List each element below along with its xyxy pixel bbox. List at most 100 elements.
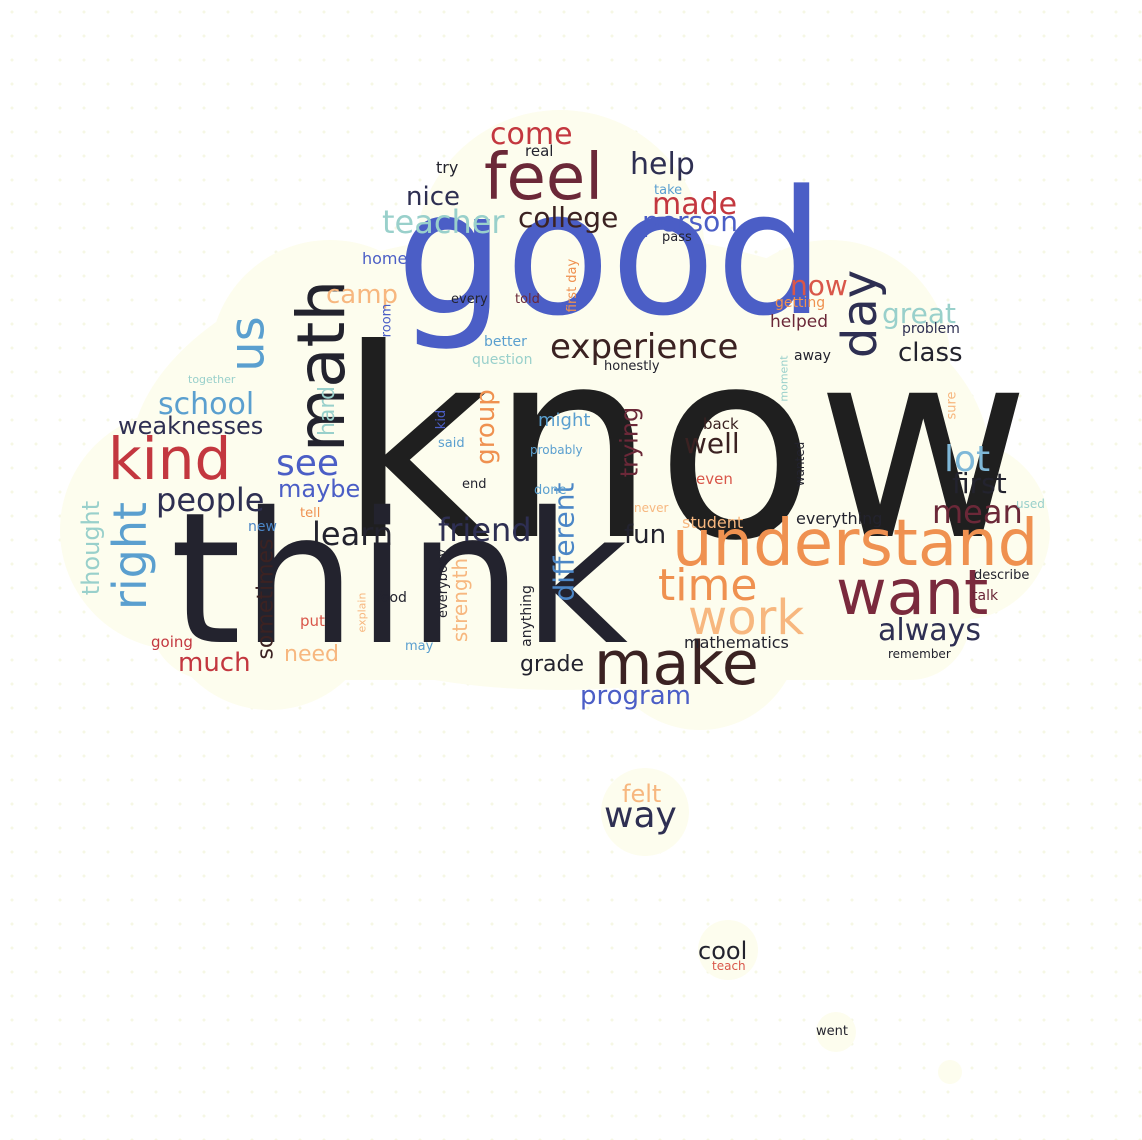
word-thought: thought <box>77 500 106 596</box>
word-end: end <box>462 477 487 492</box>
word-together: together <box>188 373 236 386</box>
word-good: good <box>396 153 825 354</box>
word-mathematics: mathematics <box>684 633 789 652</box>
word-time: time <box>658 560 758 611</box>
word-problem: problem <box>902 321 960 337</box>
word-might: might <box>538 410 591 431</box>
word-tell: tell <box>300 506 321 521</box>
word-better: better <box>484 334 527 350</box>
word-understand: understand <box>672 507 1039 581</box>
word-program: program <box>580 681 691 711</box>
word-class: class <box>898 338 963 368</box>
word-lot: lot <box>944 439 991 480</box>
word-honestly: honestly <box>604 359 660 374</box>
word-kid: kid <box>434 409 450 430</box>
word-maybe: maybe <box>278 475 361 503</box>
word-new: new <box>248 519 277 535</box>
word-probably: probably <box>530 443 583 457</box>
word-every: every <box>451 292 488 307</box>
word-went: went <box>816 1024 848 1039</box>
word-come: come <box>490 117 573 152</box>
word-made: made <box>652 187 738 222</box>
word-helped: helped <box>770 312 828 332</box>
word-know: know <box>338 293 1031 598</box>
word-work: work <box>688 590 805 646</box>
word-talk: talk <box>972 588 999 604</box>
word-want: want <box>836 556 989 629</box>
word-strength: strength <box>448 557 473 643</box>
word-person: person <box>642 205 738 238</box>
word-make: make <box>594 629 759 699</box>
word-hard: hard <box>315 385 341 437</box>
word-question: question <box>472 352 533 368</box>
word-right: right <box>103 501 158 611</box>
word-take: take <box>654 183 683 198</box>
word-weaknesses: weaknesses <box>118 412 264 440</box>
word-cool: cool <box>698 937 748 965</box>
word-felt: felt <box>622 780 662 808</box>
word-first: first <box>952 467 1007 500</box>
word-us: us <box>219 316 276 372</box>
cloud-base <box>150 520 970 680</box>
word-well: well <box>684 427 740 460</box>
word-room: room <box>379 303 395 338</box>
cloud-lobe-top <box>415 110 705 400</box>
word-think: think <box>170 473 629 685</box>
cloud-lobe-upper-left <box>210 240 450 480</box>
word-try: try <box>436 158 459 177</box>
word-real: real <box>525 142 554 160</box>
word-need: need <box>284 642 339 667</box>
word-people: people <box>156 481 265 519</box>
word-kind: kind <box>108 425 232 493</box>
word-experience: experience <box>550 327 739 367</box>
word-trying: trying <box>615 406 644 478</box>
word-said: said <box>438 436 465 451</box>
word-college: college <box>518 201 619 234</box>
word-food: food <box>376 590 407 606</box>
word-sometimes: sometimes <box>253 538 279 660</box>
word-everybody: everybody <box>435 549 451 618</box>
word-told: told <box>515 292 540 307</box>
word-student: student <box>682 513 744 532</box>
thought-bubble-tiny <box>938 1060 962 1084</box>
word-going: going <box>151 633 193 651</box>
word-see: see <box>276 443 340 484</box>
word-done: done <box>534 483 567 498</box>
word-nice: nice <box>406 182 460 212</box>
word-wanted: wanted <box>793 441 808 487</box>
word-remember: remember <box>888 647 951 661</box>
word-never: never <box>634 501 669 515</box>
word-explain: explain <box>355 592 369 633</box>
thought-bubble-small <box>816 1012 856 1052</box>
word-feel: feel <box>484 141 604 215</box>
thought-bubble-large <box>601 768 689 856</box>
word-fun: fun <box>624 520 667 550</box>
word-camp: camp <box>326 280 399 310</box>
word-friend: friend <box>438 511 532 549</box>
word-sure: sure <box>944 391 960 420</box>
word-grade: grade <box>520 652 584 677</box>
word-school: school <box>158 387 255 422</box>
word-away: away <box>794 348 831 364</box>
word-home: home <box>362 249 408 268</box>
word-always: always <box>878 613 982 648</box>
word-teach: teach <box>712 959 746 973</box>
word-even: even <box>696 470 733 488</box>
word-teacher: teacher <box>382 203 505 241</box>
word-anything: anything <box>518 585 535 647</box>
word-getting: getting <box>775 295 826 311</box>
word-learn: learn <box>312 515 394 553</box>
word-put: put <box>300 612 325 630</box>
word-much: much <box>178 648 251 678</box>
word-different: different <box>547 482 581 602</box>
word-back: back <box>703 415 739 433</box>
word-pass: pass <box>662 230 692 245</box>
word-everything: everything <box>796 509 883 528</box>
word-great: great <box>882 297 957 330</box>
word-may: may <box>405 639 434 654</box>
cloud-body <box>60 110 1050 1084</box>
thought-bubble-medium <box>698 920 758 980</box>
word-describe: describe <box>974 568 1030 583</box>
word-used: used <box>1016 497 1045 511</box>
